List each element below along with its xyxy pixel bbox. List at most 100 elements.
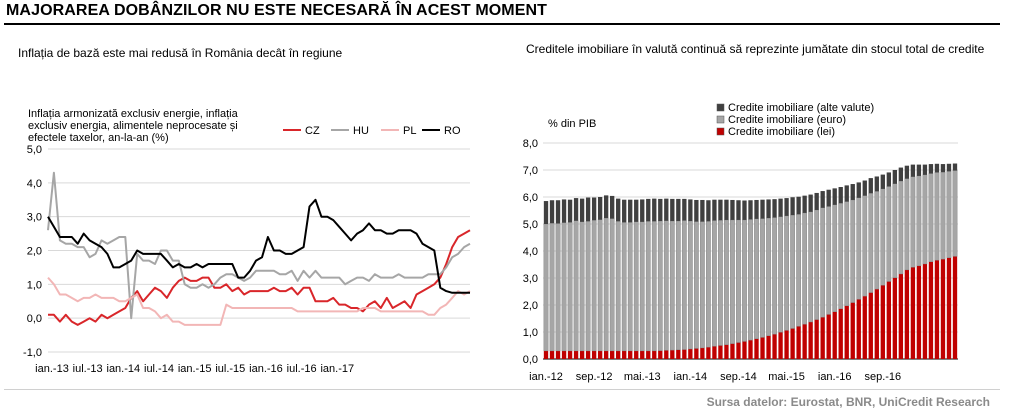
bar-segment <box>628 199 633 223</box>
bar-segment <box>874 191 880 290</box>
bar-segment <box>736 200 741 220</box>
bar-segment <box>730 343 735 359</box>
bar-segment <box>766 217 771 336</box>
bar-segment <box>700 347 705 359</box>
bar-segment <box>646 198 651 222</box>
y-tick-label: 3,0 <box>27 212 42 224</box>
bar-segment <box>694 348 699 359</box>
bar-segment <box>688 199 693 222</box>
bar-segment <box>615 221 621 352</box>
title-divider <box>4 23 1000 25</box>
bar-segment <box>760 337 765 359</box>
bar-segment <box>712 199 717 221</box>
bar-segment <box>946 163 952 172</box>
bar-segment <box>730 199 735 220</box>
bar-segment <box>844 201 850 307</box>
bar-segment <box>784 215 789 331</box>
bar-segment <box>700 221 705 349</box>
bar-segment <box>766 335 771 359</box>
bar-segment <box>682 198 687 221</box>
bar-segment <box>682 349 687 359</box>
x-tick-label: ian.-12 <box>529 371 563 383</box>
bar-segment <box>832 311 837 359</box>
bar-segment <box>712 220 717 347</box>
bar-segment <box>694 199 699 222</box>
bar-segment <box>561 199 567 223</box>
bar-segment <box>874 289 879 359</box>
bar-segment <box>916 175 922 267</box>
y-tick-label: 8,0 <box>523 138 538 150</box>
bar-segment <box>940 164 946 173</box>
bar-segment <box>886 172 891 187</box>
bar-segment <box>796 326 801 359</box>
series-line-cz <box>48 229 471 326</box>
bar-segment <box>898 273 904 359</box>
bar-segment <box>663 220 669 351</box>
bar-segment <box>640 350 645 359</box>
bar-segment <box>814 319 819 359</box>
bar-segment <box>718 345 723 359</box>
bar-segment <box>597 350 603 359</box>
bar-segment <box>579 350 585 359</box>
bar-segment <box>946 171 952 258</box>
bar-segment <box>898 180 904 275</box>
bar-segment <box>561 350 567 359</box>
legend-swatch <box>716 103 725 112</box>
bar-segment <box>820 207 826 318</box>
bar-segment <box>676 198 681 222</box>
bar-segment <box>549 222 555 352</box>
bar-segment <box>802 212 807 325</box>
bar-segment <box>634 350 639 359</box>
bar-segment <box>670 198 675 222</box>
bar-segment <box>610 350 615 359</box>
bar-segment <box>826 206 832 315</box>
bar-segment <box>748 200 753 220</box>
bar-segment <box>910 176 916 268</box>
bar-segment <box>778 216 783 333</box>
bar-segment <box>880 174 885 189</box>
bar-segment <box>862 195 868 297</box>
x-tick-label: sep.-14 <box>720 371 757 383</box>
bar-segment <box>808 194 813 212</box>
bar-segment <box>664 350 669 359</box>
bar-segment <box>754 338 759 359</box>
bar-segment <box>645 221 651 352</box>
bar-segment <box>808 211 814 323</box>
bar-segment <box>772 334 777 359</box>
bar-segment <box>772 199 777 218</box>
bar-segment <box>658 350 663 359</box>
bar-segment <box>874 176 879 192</box>
bar-segment <box>904 178 910 271</box>
bar-segment <box>597 197 603 220</box>
bar-segment <box>706 200 711 222</box>
left-chart-title: Inflația de bază este mai redusă în Româ… <box>18 46 343 60</box>
bar-segment <box>934 172 940 261</box>
bar-segment <box>591 197 597 221</box>
legend-swatch <box>716 115 725 124</box>
bar-segment <box>585 221 591 352</box>
y-tick-label: 2,0 <box>523 300 538 312</box>
x-tick-label: ian.-13 <box>35 363 69 375</box>
y-tick-label: 6,0 <box>523 192 538 204</box>
bar-segment <box>675 220 681 351</box>
bar-segment <box>868 178 873 194</box>
x-tick-label: sep.-12 <box>576 371 613 383</box>
bar-segment <box>820 191 825 208</box>
bar-segment <box>664 198 669 221</box>
bar-segment <box>646 350 651 359</box>
bar-segment <box>555 223 561 352</box>
bar-segment <box>778 198 783 217</box>
bar-segment <box>814 209 820 320</box>
bar-segment <box>796 196 801 215</box>
bar-segment <box>844 185 849 202</box>
bar-segment <box>922 174 928 265</box>
series-line-hu <box>47 171 471 320</box>
bar-segment <box>549 200 555 224</box>
bar-segment <box>946 257 952 359</box>
footer-divider <box>4 389 1000 390</box>
bar-segment <box>886 281 891 359</box>
x-tick-label: ian.-14 <box>674 371 708 383</box>
bar-segment <box>922 164 928 175</box>
bar-segment <box>543 223 549 352</box>
bar-segment <box>573 350 579 359</box>
